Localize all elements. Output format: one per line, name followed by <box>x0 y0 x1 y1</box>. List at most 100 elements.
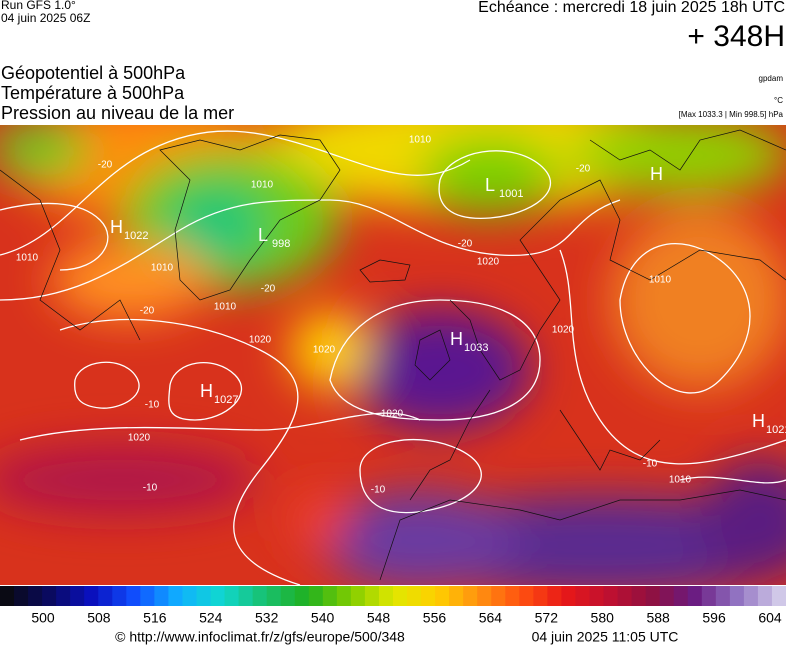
colorbar-label: 572 <box>535 610 559 626</box>
isobar-label: -20 <box>458 239 473 250</box>
colorbar-label: 604 <box>758 610 782 626</box>
isobar-label: 1010 <box>214 302 237 313</box>
colorbar-swatch <box>266 586 282 606</box>
colorbar-label: 500 <box>31 610 55 626</box>
footer-source: © http://www.infoclimat.fr/z/gfs/europe/… <box>115 629 405 645</box>
footer-date: 04 juin 2025 11:05 UTC <box>532 629 679 645</box>
colorbar-label: 532 <box>255 610 279 626</box>
isobar-label: 1020 <box>313 345 336 356</box>
colorbar-swatch <box>364 586 380 606</box>
center-kind: H <box>752 411 765 431</box>
colorbar-swatch <box>547 586 562 606</box>
colorbar-swatch <box>196 586 212 606</box>
isobar-label: 1010 <box>251 180 274 191</box>
colorbar-swatch <box>435 586 450 606</box>
center-kind: H <box>200 381 213 401</box>
colorbar-swatch <box>350 586 366 606</box>
colorbar-swatch <box>14 586 29 606</box>
colorbar-swatch <box>336 586 352 606</box>
colorbar-swatch <box>28 586 43 606</box>
isobar-label: -20 <box>98 160 113 171</box>
colorbar-swatch <box>463 586 478 606</box>
colorbar-swatch <box>322 586 338 606</box>
color-region <box>165 185 265 265</box>
color-region <box>50 240 210 320</box>
colorbar-swatch <box>238 586 254 606</box>
center-kind: H <box>110 217 123 237</box>
center-value: 1027 <box>214 394 238 406</box>
isobar-label: 1010 <box>151 263 174 274</box>
colorbar-swatch <box>519 586 534 606</box>
colorbar-swatch <box>659 586 675 606</box>
center-value: 998 <box>272 238 290 250</box>
colorbar-swatch <box>589 586 605 606</box>
center-value: 1033 <box>464 342 488 354</box>
colorbar-swatch <box>56 586 71 606</box>
field-name: Température à 500hPa <box>1 83 185 103</box>
unit-label: °C <box>774 96 783 105</box>
colorbar-label: 548 <box>367 610 391 626</box>
isobar-label: 1010 <box>16 253 39 264</box>
isobar-label: 1010 <box>409 135 432 146</box>
colorbar-label: 596 <box>702 610 726 626</box>
colorbar-swatch <box>757 586 773 606</box>
isobar-label: 1010 <box>649 275 672 286</box>
colorbar-swatch <box>308 586 324 606</box>
isobar-label: -10 <box>371 485 386 496</box>
colorbar-swatch <box>84 586 99 606</box>
isobar-label: 1020 <box>249 335 272 346</box>
colorbar-swatch <box>491 586 506 606</box>
colorbar-swatch <box>154 586 169 606</box>
colorbar-label: 580 <box>591 610 615 626</box>
color-region <box>0 125 90 180</box>
color-region <box>290 495 350 545</box>
colorbar-swatch <box>603 586 619 606</box>
run-label: Run GFS 1.0° <box>1 0 76 12</box>
unit-label: [Max 1033.3 | Min 998.5] hPa <box>679 110 784 119</box>
colorbar-label: 524 <box>199 610 223 626</box>
center-kind: L <box>258 225 268 245</box>
center-kind: H <box>450 329 463 349</box>
colorbar-swatch <box>224 586 240 606</box>
field-name: Pression au niveau de la mer <box>1 103 234 123</box>
color-region <box>320 490 520 585</box>
colorbar-label: 516 <box>143 610 167 626</box>
center-value: 1001 <box>499 188 523 200</box>
unit-label: gpdam <box>759 74 784 83</box>
isobar-labels: 1010 1010 1010 1010 1010 1010 1010 1020 1020 1020… <box>16 135 692 496</box>
color-region <box>610 210 786 390</box>
colorbar-label: 540 <box>311 610 335 626</box>
colorbar-swatch <box>182 586 197 606</box>
colorbar-swatch <box>645 586 661 606</box>
colorbar-label: 508 <box>87 610 111 626</box>
colorbar-swatch <box>673 586 689 606</box>
colorbar-swatch <box>631 586 647 606</box>
isobar-label: -20 <box>576 164 591 175</box>
map: 1010 1010 1010 1010 1010 1010 1010 1020 1020 1020… <box>0 125 786 585</box>
isobar-label: -20 <box>261 284 276 295</box>
colorbar-swatch <box>477 586 492 606</box>
colorbar-label: 556 <box>423 610 447 626</box>
isobar-label: 1020 <box>552 325 575 336</box>
color-region <box>290 310 370 390</box>
colorbar-label: 564 <box>479 610 503 626</box>
center-value: 1021 <box>766 424 786 436</box>
isobars <box>0 130 786 585</box>
colorbar-swatch <box>421 586 436 606</box>
isobar-label: -10 <box>643 459 658 470</box>
colorbar-swatch <box>449 586 464 606</box>
colorbar-swatch <box>98 586 113 606</box>
isobar-label: -20 <box>140 306 155 317</box>
isobar-label: 1020 <box>381 409 404 420</box>
colorbar-swatch <box>393 586 408 606</box>
colorbar-swatch <box>210 586 226 606</box>
colorbar-swatch <box>294 586 310 606</box>
colorbar-swatch <box>140 586 155 606</box>
center-value: 1022 <box>124 230 148 242</box>
run-time: 04 juin 2025 06Z <box>1 11 90 25</box>
colorbar-swatch <box>280 586 296 606</box>
colorbar-swatch <box>533 586 548 606</box>
colorbar-swatch <box>505 586 520 606</box>
colorbar-swatch <box>617 586 633 606</box>
